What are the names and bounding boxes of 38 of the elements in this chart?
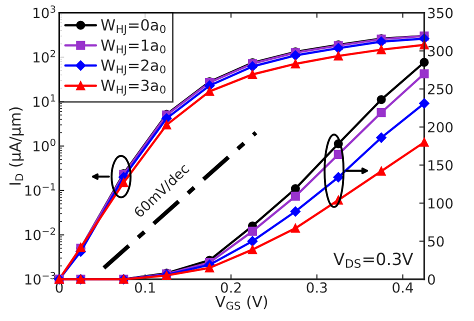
x-axis-title: V$_{GS}$ (V) bbox=[215, 295, 268, 310]
annotation: V$_{DS}$=0.3V bbox=[333, 252, 414, 268]
point bbox=[119, 178, 128, 188]
x-tick-label: 0.1 bbox=[135, 282, 155, 293]
point bbox=[290, 50, 301, 61]
y-tick-label: 10$^{2}$ bbox=[34, 50, 56, 63]
y2-tick-label: 0 bbox=[428, 274, 435, 285]
y2-tick-label: 150 bbox=[428, 160, 453, 171]
y2-tick-label: 350 bbox=[428, 8, 453, 18]
y2-tick-label: 50 bbox=[428, 236, 444, 247]
legend-label: W$_{HJ}$=0a$_{0}$ bbox=[101, 19, 166, 36]
point bbox=[247, 61, 258, 72]
y2-tick-label: 300 bbox=[428, 46, 453, 56]
point bbox=[290, 59, 300, 68]
legend-label: W$_{HJ}$=2a$_{0}$ bbox=[101, 59, 166, 76]
y-tick-label: 10$^{−3}$ bbox=[25, 272, 56, 285]
y-tick-label: 10$^{−1}$ bbox=[25, 183, 56, 196]
y-tick-label: 10$^{3}$ bbox=[34, 5, 56, 18]
point bbox=[333, 43, 344, 54]
point bbox=[161, 113, 172, 124]
point bbox=[248, 70, 257, 79]
y-tick-label: 10$^{1}$ bbox=[34, 94, 56, 108]
legend-label: W$_{HJ}$=1a$_{0}$ bbox=[101, 40, 166, 56]
point bbox=[205, 86, 214, 96]
point bbox=[162, 120, 172, 130]
y2-tick-label: 100 bbox=[428, 198, 453, 209]
y-axis-title: I$_{D}$ (μA/μm) bbox=[9, 107, 24, 185]
legend-label: W$_{HJ}$=3a$_{0}$ bbox=[101, 80, 166, 96]
point bbox=[376, 36, 386, 47]
x-tick-label: 0.2 bbox=[220, 282, 241, 293]
x-tick-label: 0.4 bbox=[392, 282, 414, 293]
y2-tick-label: 200 bbox=[428, 122, 453, 132]
point bbox=[334, 51, 343, 60]
y-tick-label: 10$^{−2}$ bbox=[25, 228, 55, 240]
y-tick-label: 10$^{0}$ bbox=[34, 138, 56, 152]
point bbox=[376, 45, 386, 54]
x-tick-label: 0.3 bbox=[306, 282, 327, 293]
y2-tick-label: 250 bbox=[428, 84, 453, 94]
